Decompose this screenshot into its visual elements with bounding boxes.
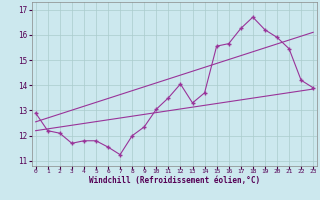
X-axis label: Windchill (Refroidissement éolien,°C): Windchill (Refroidissement éolien,°C) — [89, 176, 260, 185]
